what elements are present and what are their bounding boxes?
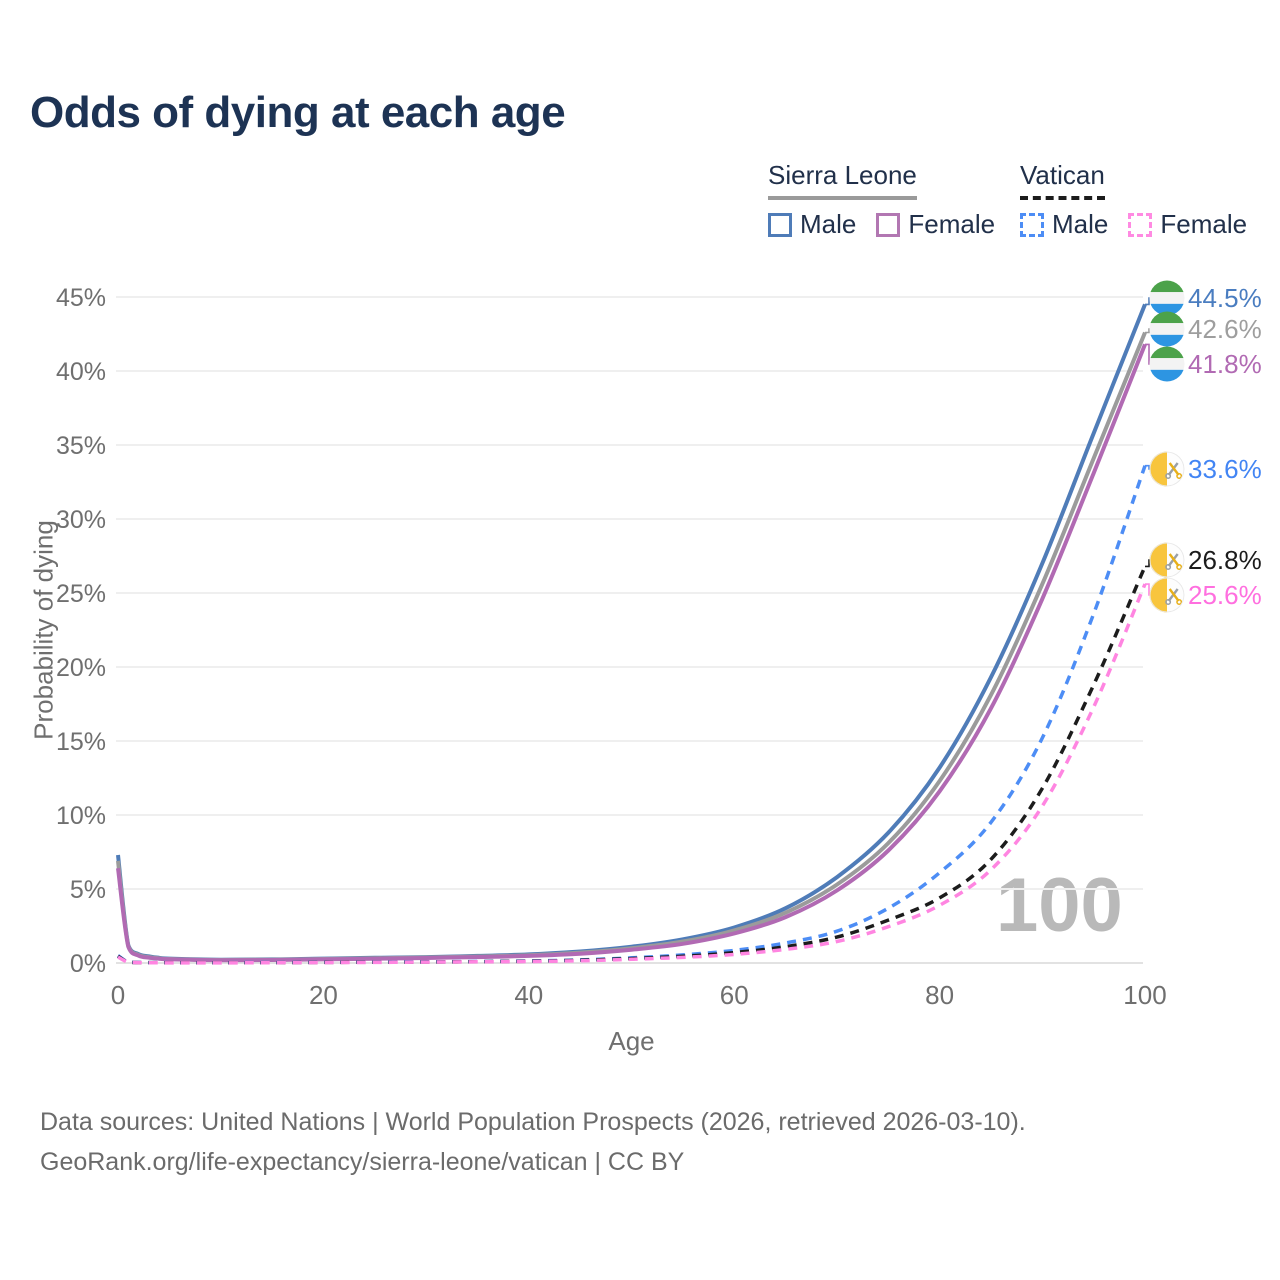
series-line-sierra-leone-both[interactable] — [116, 331, 1147, 963]
x-tick-label: 20 — [309, 980, 338, 1010]
series-line-vatican-female[interactable] — [117, 583, 1147, 965]
solid-blue-swatch-icon — [768, 212, 792, 237]
legend-label-female: Female — [1160, 209, 1248, 239]
y-tick-label: 35% — [56, 432, 106, 460]
end-value-label: 33.6% — [1188, 454, 1262, 484]
vatican-flag-icon — [1149, 542, 1185, 578]
legend-country-vatican[interactable]: Vatican — [1020, 160, 1105, 200]
footer-data-sources: Data sources: United Nations | World Pop… — [40, 1108, 1026, 1136]
legend-label-female: Female — [908, 209, 996, 239]
legend-item-vatican-female[interactable]: Female — [1128, 209, 1247, 240]
legend-label-male: Male — [800, 209, 857, 239]
age-watermark: 100 — [996, 863, 1123, 948]
dashed-pink-swatch-icon — [1128, 212, 1153, 237]
dashed-blue-swatch-icon — [1020, 212, 1044, 237]
x-tick-label: 100 — [1123, 980, 1166, 1010]
series-line-sierra-leone-female[interactable] — [116, 343, 1147, 963]
vatican-flag-icon — [1149, 451, 1185, 487]
y-tick-label: 5% — [70, 876, 106, 904]
solid-purple-swatch-icon — [876, 212, 901, 237]
sierra-leone-flag-icon — [1149, 280, 1185, 316]
x-axis-title: Age — [608, 1026, 655, 1056]
page-title: Odds of dying at each age — [30, 88, 566, 137]
end-value-label: 42.6% — [1188, 314, 1262, 344]
vatican-flag-icon — [1149, 577, 1185, 613]
y-tick-label: 15% — [56, 728, 106, 756]
x-tick-label: 60 — [720, 980, 749, 1010]
y-tick-label: 20% — [56, 654, 106, 682]
end-value-label: 25.6% — [1188, 580, 1262, 610]
legend-group-sierra-leone: Sierra Leone Male Female — [768, 160, 995, 240]
y-axis-title: Probability of dying — [28, 520, 59, 740]
end-value-label: 44.5% — [1188, 283, 1262, 313]
x-tick-label: 0 — [111, 980, 125, 1010]
legend-group-vatican: Vatican Male Female — [1020, 160, 1247, 240]
sierra-leone-flag-icon — [1149, 311, 1185, 347]
legend-item-sierra-leone-male[interactable]: Male — [768, 209, 856, 240]
x-tick-label: 40 — [514, 980, 543, 1010]
y-tick-label: 10% — [56, 802, 106, 830]
legend-label-male: Male — [1052, 209, 1109, 239]
footer-attribution: GeoRank.org/life-expectancy/sierra-leone… — [40, 1148, 685, 1176]
y-tick-label: 0% — [70, 950, 106, 978]
end-value-label: 26.8% — [1188, 545, 1262, 575]
y-tick-label: 30% — [56, 506, 106, 534]
legend-item-sierra-leone-female[interactable]: Female — [876, 209, 995, 240]
legend-country-sierra-leone[interactable]: Sierra Leone — [768, 160, 917, 200]
x-tick-label: 80 — [925, 980, 954, 1010]
sierra-leone-flag-icon — [1149, 346, 1185, 382]
series-line-sierra-leone-male[interactable] — [116, 303, 1147, 962]
series-line-vatican-both[interactable] — [117, 565, 1147, 965]
legend-item-vatican-male[interactable]: Male — [1020, 209, 1108, 240]
series-line-vatican-male[interactable] — [117, 465, 1147, 965]
y-tick-label: 40% — [56, 358, 106, 386]
end-value-label: 41.8% — [1188, 349, 1262, 379]
y-tick-label: 45% — [56, 284, 106, 312]
y-tick-label: 25% — [56, 580, 106, 608]
